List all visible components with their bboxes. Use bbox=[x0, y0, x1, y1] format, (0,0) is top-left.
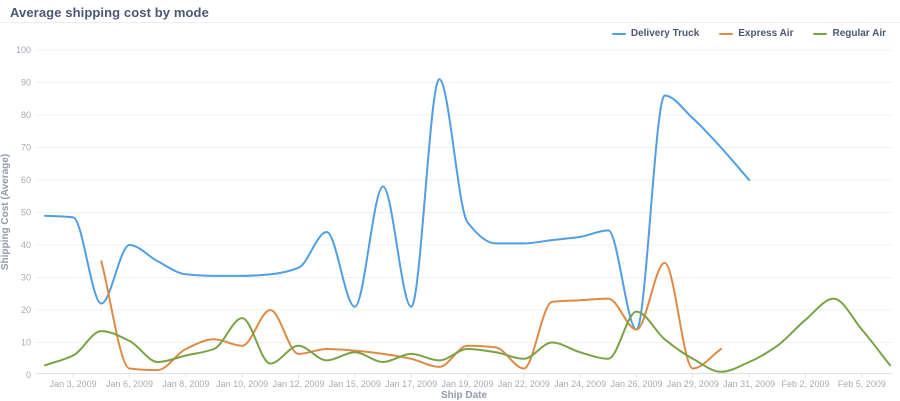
y-axis-title: Shipping Cost (Average) bbox=[0, 154, 11, 270]
x-tick-label: Jan 3, 2009 bbox=[50, 379, 97, 389]
x-tick-label: Jan 12, 2009 bbox=[272, 379, 324, 389]
x-tick-label: Jan 8, 2009 bbox=[162, 379, 209, 389]
y-tick-label: 30 bbox=[21, 273, 31, 283]
y-tick-label: 60 bbox=[21, 175, 31, 185]
x-tick-label: Jan 22, 2009 bbox=[498, 379, 550, 389]
series-line-express-air[interactable] bbox=[100, 260, 722, 372]
x-tick-label: Jan 15, 2009 bbox=[329, 379, 381, 389]
legend-item-express-air[interactable]: Express Air bbox=[719, 28, 793, 39]
y-tick-label: 80 bbox=[21, 110, 31, 120]
series-line-delivery-truck[interactable] bbox=[44, 78, 751, 331]
y-tick-label: 0 bbox=[26, 370, 31, 380]
x-tick-label: Jan 31, 2009 bbox=[723, 379, 775, 389]
legend-item-regular-air[interactable]: Regular Air bbox=[813, 28, 886, 39]
x-tick-label: Jan 19, 2009 bbox=[441, 379, 493, 389]
y-tick-label: 40 bbox=[21, 240, 31, 250]
x-tick-label: Feb 5, 2009 bbox=[838, 379, 886, 389]
x-axis-title: Ship Date bbox=[441, 390, 488, 401]
legend-label: Express Air bbox=[738, 28, 794, 39]
legend-item-delivery-truck[interactable]: Delivery Truck bbox=[611, 28, 700, 39]
legend-line-marker bbox=[719, 32, 734, 35]
y-tick-label: 90 bbox=[21, 78, 31, 88]
x-tick-label: Jan 26, 2009 bbox=[610, 379, 662, 389]
x-tick-label: Feb 2, 2009 bbox=[781, 379, 829, 389]
page-title: Average shipping cost by mode bbox=[10, 5, 209, 20]
x-tick-label: Jan 6, 2009 bbox=[106, 379, 153, 389]
y-tick-label: 10 bbox=[21, 338, 31, 348]
x-tick-label: Jan 24, 2009 bbox=[554, 379, 606, 389]
legend: Delivery Truck Express Air Regular Air bbox=[611, 28, 886, 39]
y-tick-label: 100 bbox=[16, 45, 31, 55]
legend-label: Regular Air bbox=[832, 28, 886, 39]
x-tick-label: Jan 10, 2009 bbox=[216, 379, 268, 389]
legend-label: Delivery Truck bbox=[630, 28, 700, 39]
card-header: Average shipping cost by mode bbox=[0, 0, 900, 23]
y-tick-label: 70 bbox=[21, 143, 31, 153]
x-tick-label: Jan 17, 2009 bbox=[385, 379, 437, 389]
y-tick-label: 50 bbox=[21, 208, 31, 218]
legend-line-marker bbox=[611, 32, 626, 35]
series-line-regular-air[interactable] bbox=[44, 297, 891, 373]
x-tick-label: Jan 29, 2009 bbox=[667, 379, 719, 389]
legend-line-marker bbox=[813, 32, 828, 35]
y-tick-label: 20 bbox=[21, 305, 31, 315]
